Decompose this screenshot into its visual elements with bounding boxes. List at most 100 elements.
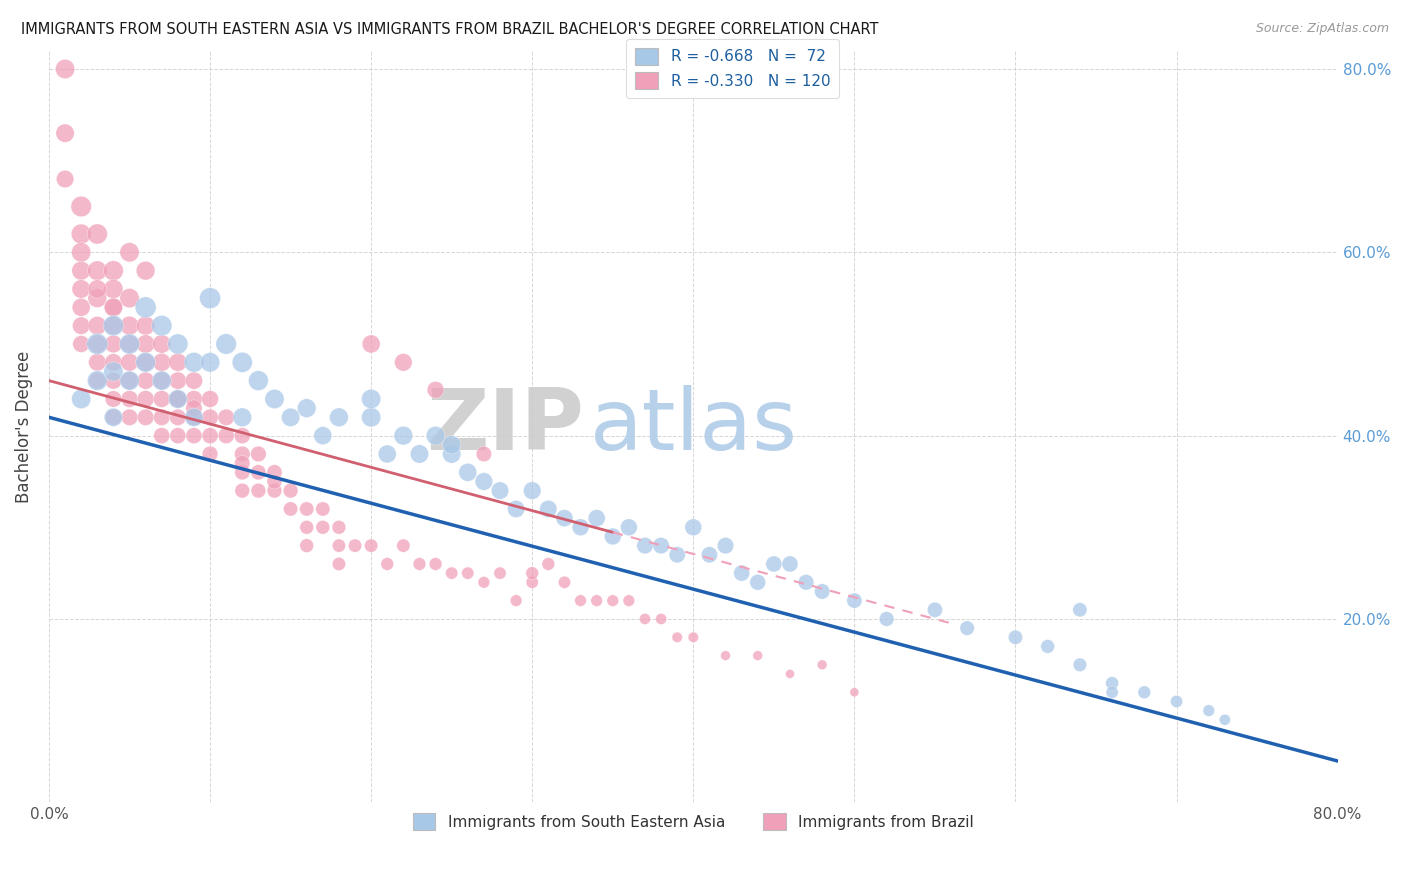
Point (295, 502, 318, 516)
Point (166, 355, 188, 369)
Point (103, 410, 125, 425)
Point (231, 483, 253, 498)
Point (86, 291, 108, 305)
Point (682, 520, 704, 534)
Point (537, 502, 560, 516)
Point (70, 337, 93, 351)
Point (553, 575, 575, 590)
Point (150, 355, 173, 369)
Point (103, 337, 125, 351)
Point (457, 566, 479, 581)
Point (263, 483, 285, 498)
Point (360, 392, 382, 406)
Point (1069, 603, 1091, 617)
Point (569, 593, 592, 607)
Point (779, 667, 801, 681)
Point (360, 539, 382, 553)
Point (1166, 694, 1188, 708)
Point (312, 502, 335, 516)
Point (215, 428, 238, 442)
Point (295, 520, 318, 534)
Point (650, 539, 672, 553)
Point (328, 557, 350, 571)
Point (1101, 676, 1123, 690)
Point (522, 483, 544, 498)
Point (135, 318, 157, 333)
Point (247, 447, 270, 461)
Point (1036, 640, 1059, 654)
Point (263, 465, 285, 479)
Point (280, 410, 302, 425)
Point (118, 392, 141, 406)
Point (86, 374, 108, 388)
Point (183, 374, 205, 388)
Point (103, 392, 125, 406)
Point (86, 337, 108, 351)
Point (617, 520, 640, 534)
Point (312, 520, 335, 534)
Point (779, 557, 801, 571)
Point (86, 263, 108, 277)
Point (375, 447, 398, 461)
Point (166, 410, 188, 425)
Point (231, 447, 253, 461)
Point (135, 301, 157, 315)
Point (183, 392, 205, 406)
Text: atlas: atlas (591, 385, 799, 468)
Point (70, 199, 93, 213)
Point (650, 612, 672, 626)
Point (150, 392, 173, 406)
Point (86, 318, 108, 333)
Point (103, 374, 125, 388)
Point (70, 282, 93, 296)
Point (53, 126, 76, 140)
Point (103, 282, 125, 296)
Point (634, 612, 657, 626)
Point (118, 245, 141, 260)
Point (183, 401, 205, 416)
Point (247, 374, 270, 388)
Point (70, 301, 93, 315)
Point (392, 539, 415, 553)
Point (118, 374, 141, 388)
Point (135, 374, 157, 388)
Point (231, 410, 253, 425)
Point (295, 539, 318, 553)
Point (569, 520, 592, 534)
Point (360, 410, 382, 425)
Point (280, 483, 302, 498)
Point (360, 337, 382, 351)
Point (135, 410, 157, 425)
Point (118, 355, 141, 369)
Point (876, 612, 898, 626)
Point (118, 410, 141, 425)
Point (425, 383, 447, 397)
Point (183, 410, 205, 425)
Point (166, 374, 188, 388)
Point (150, 337, 173, 351)
Point (956, 621, 979, 635)
Point (844, 593, 866, 607)
Point (150, 428, 173, 442)
Point (762, 557, 785, 571)
Point (811, 657, 834, 672)
Point (118, 337, 141, 351)
Point (103, 318, 125, 333)
Point (103, 410, 125, 425)
Point (505, 593, 527, 607)
Y-axis label: Bachelor's Degree: Bachelor's Degree (15, 351, 32, 502)
Point (198, 410, 221, 425)
Point (118, 337, 141, 351)
Point (53, 172, 76, 186)
Point (375, 557, 398, 571)
Point (118, 374, 141, 388)
Point (425, 428, 447, 442)
Point (198, 428, 221, 442)
Point (231, 428, 253, 442)
Point (344, 539, 367, 553)
Point (472, 447, 495, 461)
Point (425, 557, 447, 571)
Point (617, 593, 640, 607)
Point (295, 401, 318, 416)
Point (585, 593, 607, 607)
